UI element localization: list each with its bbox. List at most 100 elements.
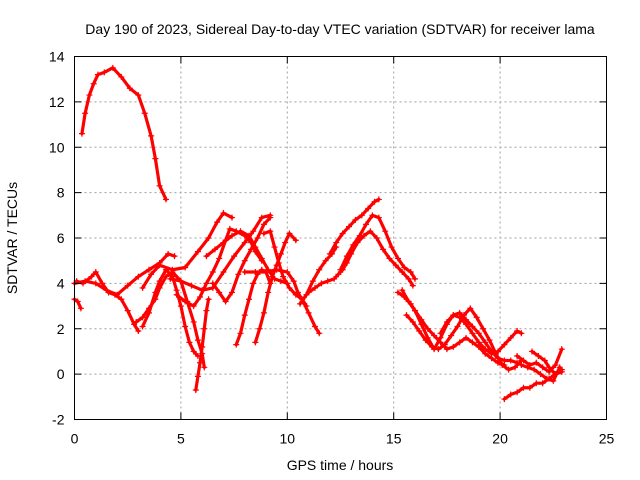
data-point <box>284 269 291 276</box>
data-point <box>148 271 155 278</box>
data-point <box>309 278 316 285</box>
series-line <box>400 288 523 356</box>
data-point <box>277 278 284 285</box>
data-point <box>267 214 274 221</box>
data-point <box>311 284 318 291</box>
data-point <box>197 293 204 300</box>
y-tick-label: 12 <box>49 94 65 110</box>
data-point <box>214 219 221 226</box>
data-point <box>235 271 242 278</box>
data-point <box>231 253 238 260</box>
y-tick-label: 14 <box>49 49 65 65</box>
data-point <box>135 328 142 335</box>
data-point <box>482 346 489 353</box>
data-point <box>205 296 212 303</box>
data-point <box>248 246 255 253</box>
data-point <box>424 325 431 332</box>
data-point <box>171 253 178 260</box>
x-tick-label: 0 <box>71 431 79 447</box>
data-point <box>250 228 257 235</box>
data-point <box>92 280 99 287</box>
data-point <box>74 298 81 305</box>
data-point <box>220 269 227 276</box>
data-point <box>333 239 340 246</box>
data-point <box>454 323 461 330</box>
data-point <box>346 223 353 230</box>
data-point <box>456 309 463 316</box>
series-line <box>530 349 564 376</box>
data-point <box>358 212 365 219</box>
data-point <box>124 307 131 314</box>
series-line <box>211 215 272 304</box>
data-point <box>82 110 89 117</box>
x-tick-label: 25 <box>599 431 615 447</box>
data-point <box>156 182 163 189</box>
data-point <box>363 221 370 228</box>
data-point <box>463 316 470 323</box>
data-point <box>286 284 293 291</box>
data-point <box>192 387 199 394</box>
data-point <box>220 239 227 246</box>
series-arc-19 <box>326 196 382 257</box>
data-point <box>518 362 525 369</box>
data-point <box>475 339 482 346</box>
data-point <box>94 71 101 78</box>
data-point <box>118 73 125 80</box>
data-point <box>514 359 521 366</box>
series-line <box>141 211 234 290</box>
data-point <box>499 362 506 369</box>
data-point <box>531 366 538 373</box>
x-tick-label: 10 <box>280 431 296 447</box>
series-arc-20 <box>337 212 418 282</box>
data-point <box>316 330 323 337</box>
data-point <box>190 348 197 355</box>
data-point <box>324 278 331 285</box>
data-point <box>469 330 476 337</box>
data-point <box>99 280 106 287</box>
data-point <box>228 289 235 296</box>
data-point <box>352 216 359 223</box>
data-point <box>124 282 131 289</box>
data-point <box>416 328 423 335</box>
data-point <box>273 266 280 273</box>
data-point <box>260 230 267 237</box>
data-point <box>318 280 325 287</box>
y-axis-label: SDTVAR / TECUs <box>4 182 20 294</box>
chart-title: Day 190 of 2023, Sidereal Day-to-day VTE… <box>85 21 595 37</box>
data-point <box>429 343 436 350</box>
data-point <box>177 278 184 285</box>
data-point <box>177 303 184 310</box>
data-point <box>101 69 108 76</box>
series-line <box>175 227 264 308</box>
data-point <box>280 273 287 280</box>
data-point <box>194 337 201 344</box>
data-point <box>469 339 476 346</box>
data-point <box>411 275 418 282</box>
data-point <box>277 250 284 257</box>
data-point <box>501 396 508 403</box>
data-point <box>145 309 152 316</box>
data-point <box>535 352 542 359</box>
data-point <box>450 312 457 319</box>
data-point <box>265 289 272 296</box>
data-point <box>152 289 159 296</box>
data-point <box>558 366 565 373</box>
data-point <box>403 312 410 319</box>
data-point <box>480 325 487 332</box>
data-point <box>182 298 189 305</box>
data-point <box>169 266 176 273</box>
data-point <box>197 359 204 366</box>
series-arc-24 <box>437 309 521 366</box>
data-point <box>558 346 565 353</box>
data-point <box>252 269 259 276</box>
data-point <box>507 391 514 398</box>
data-point <box>222 298 229 305</box>
data-point <box>520 357 527 364</box>
data-point <box>82 278 89 285</box>
data-point <box>237 228 244 235</box>
data-point <box>431 332 438 339</box>
y-tick-label: 6 <box>57 230 65 246</box>
data-point <box>203 307 210 314</box>
data-point <box>92 269 99 276</box>
